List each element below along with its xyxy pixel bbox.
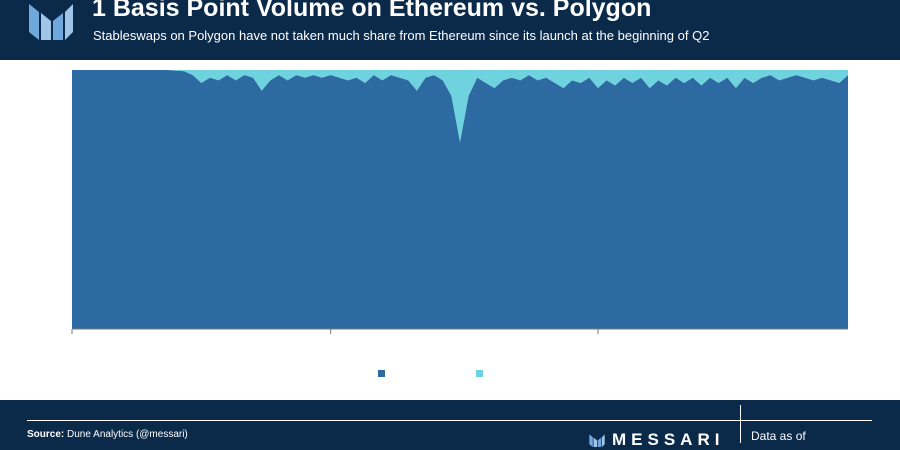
messari-mark-icon [589, 434, 605, 447]
footer-divider [27, 420, 872, 421]
x-tick-label: May-22 [312, 343, 349, 355]
y-tick-label: 80% [38, 117, 60, 129]
legend-label: Ethereum [388, 368, 440, 382]
legend-label: Polygon [486, 368, 529, 382]
series-area-polygon [72, 70, 848, 143]
y-tick-label: 0% [44, 324, 60, 336]
chart-title: 1 Basis Point Volume on Ethereum vs. Pol… [92, 0, 652, 22]
legend-swatch [378, 370, 385, 377]
source-text: Dune Analytics (@messari) [67, 429, 188, 440]
x-tick-label: Jun-22 [581, 343, 615, 355]
chart-subtitle: Stableswaps on Polygon have not taken mu… [93, 28, 710, 43]
y-tick-label: 100% [32, 65, 60, 77]
y-tick-label: 90% [38, 91, 60, 103]
series-area-ethereum [72, 70, 848, 329]
x-axis: Apr-22 May-22 Jun-22 [55, 328, 848, 355]
y-tick-label: 10% [38, 298, 60, 310]
footer-brand: MESSARI [588, 430, 724, 450]
footer-vertical-divider [740, 405, 741, 443]
source-note: Source: Dune Analytics (@messari) [27, 429, 188, 440]
brand-text: MESSARI [612, 430, 725, 449]
plot-area [72, 70, 848, 329]
data-as-of-label: Data as of [751, 429, 806, 443]
messari-logo-icon [29, 4, 73, 40]
y-tick-label: 40% [38, 220, 60, 232]
y-tick-label: 50% [38, 195, 60, 207]
legend: Ethereum Polygon [378, 368, 529, 382]
source-label: Source: [27, 429, 65, 440]
y-tick-label: 60% [38, 169, 60, 181]
y-tick-label: 30% [38, 246, 60, 258]
x-tick-label: Apr-22 [55, 343, 88, 355]
y-tick-label: 20% [38, 272, 60, 284]
y-tick-label: 70% [38, 143, 60, 155]
legend-swatch [476, 370, 483, 377]
y-axis: 0% 10% 20% 30% 40% 50% 60% 70% 80% 90% 100% [32, 65, 60, 336]
